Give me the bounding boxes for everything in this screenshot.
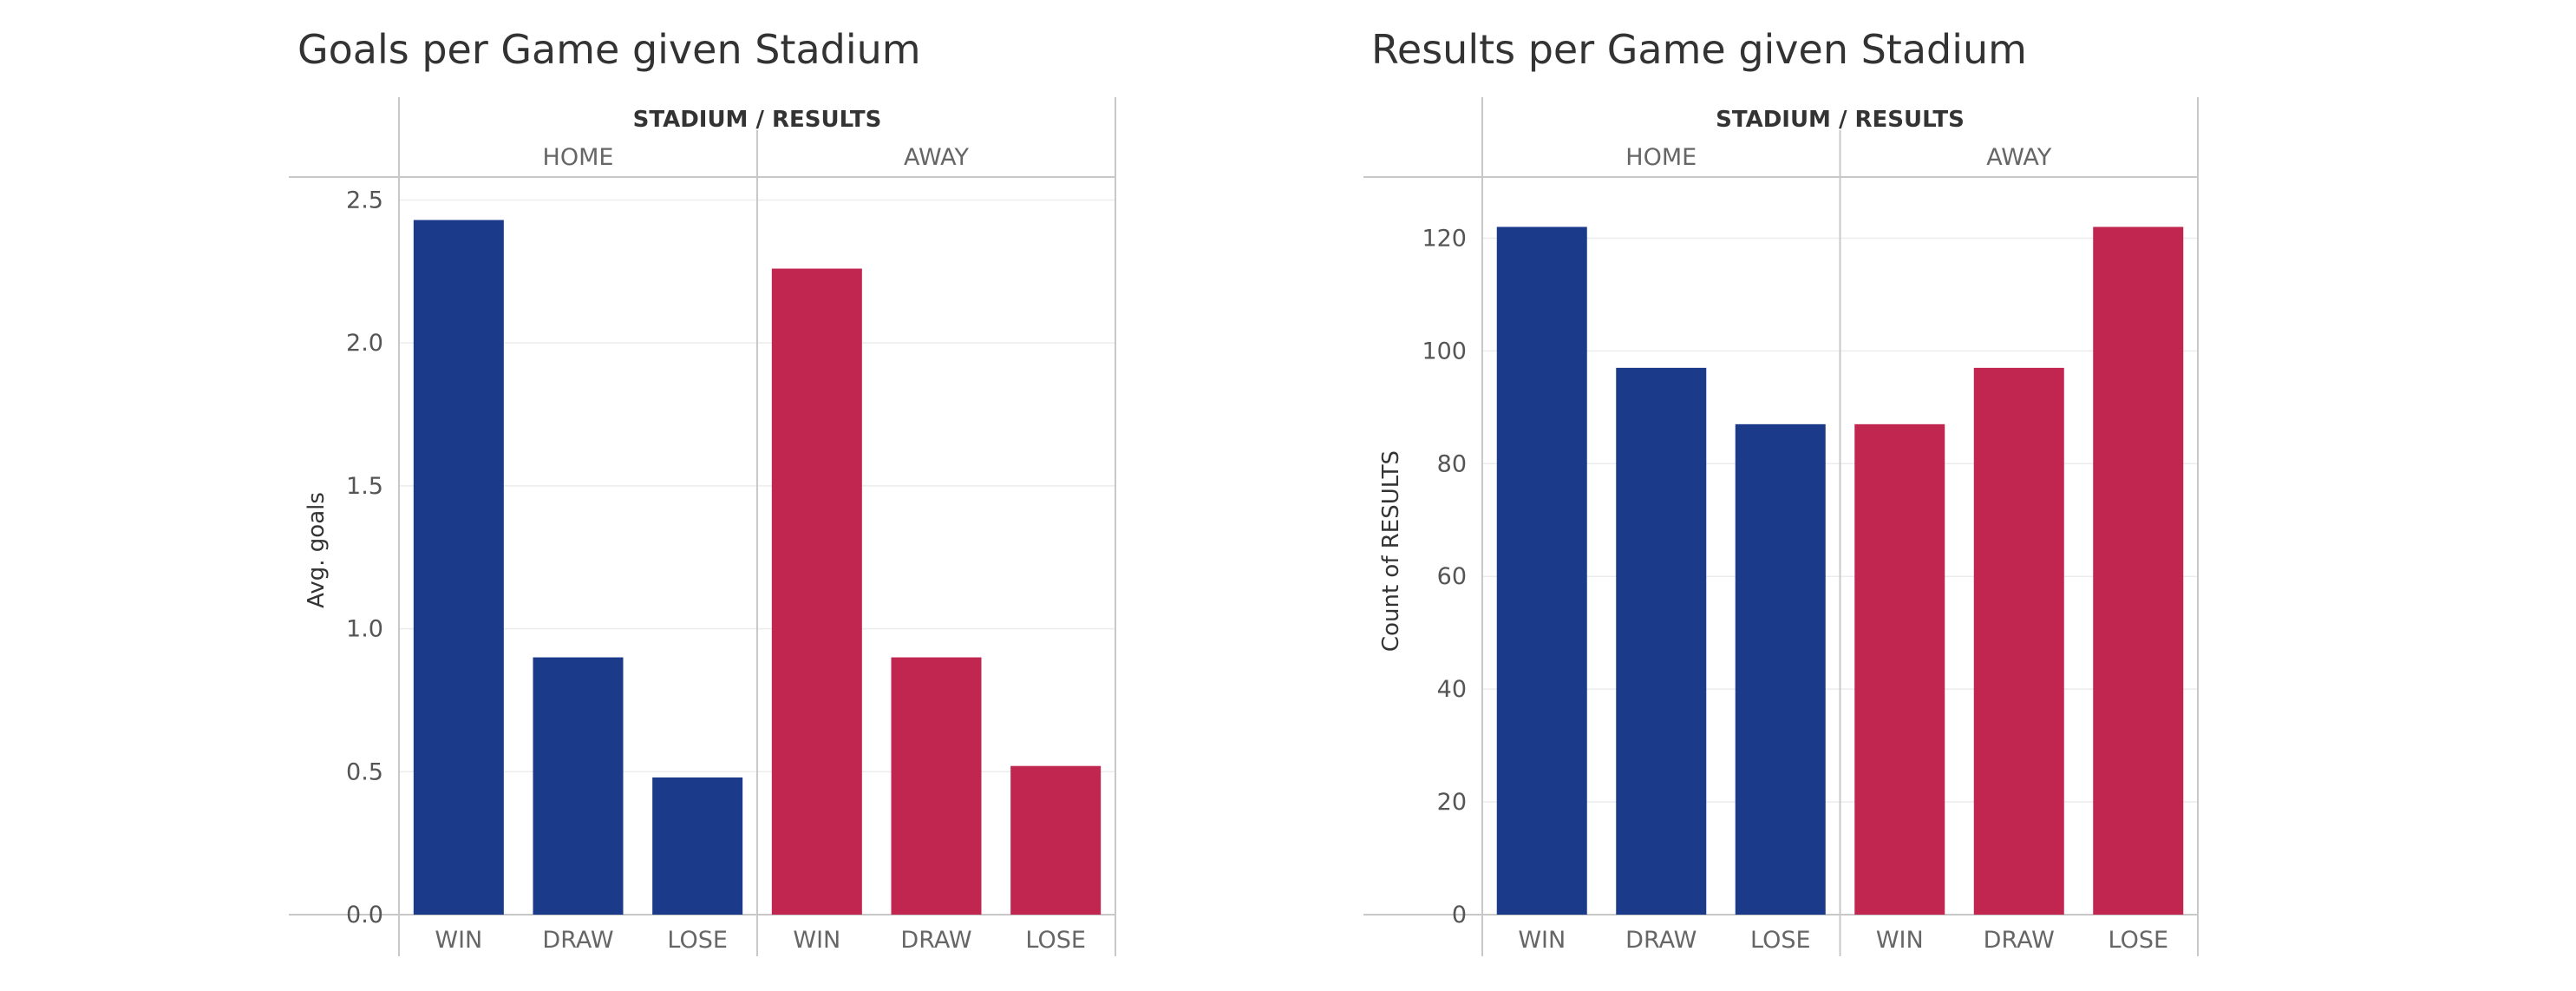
chart-title: Goals per Game given Stadium <box>297 26 921 73</box>
group-label-home: HOME <box>1625 144 1697 171</box>
group-label-home: HOME <box>543 144 614 171</box>
x-tick-label: WIN <box>793 927 840 954</box>
y-tick-label: 1.5 <box>346 473 383 500</box>
column-header: STADIUM / RESULTS <box>633 107 882 133</box>
x-tick-label: WIN <box>435 927 482 954</box>
x-tick-label: WIN <box>1876 927 1924 954</box>
bar-away-lose <box>1010 765 1102 915</box>
y-tick-label: 100 <box>1422 338 1467 364</box>
y-tick-label: 60 <box>1437 563 1467 590</box>
y-tick-label: 0 <box>1452 902 1467 929</box>
results-chart: Results per Game given Stadium STADIUM /… <box>1288 0 2576 991</box>
y-tick-label: 80 <box>1437 450 1467 477</box>
goals-chart-svg: STADIUM / RESULTS HOME WIN DRAW LOSE AWAY WIN D… <box>289 97 1116 956</box>
y-tick-label: 40 <box>1437 676 1467 703</box>
y-tick-label: 2.0 <box>346 330 383 357</box>
bar-away-draw <box>1973 367 2064 915</box>
goals-chart: Goals per Game given Stadium STADIUM / R… <box>289 26 1116 956</box>
x-tick-label: DRAW <box>1625 927 1697 954</box>
column-header: STADIUM / RESULTS <box>1716 107 1965 133</box>
y-axis-label: Count of RESULTS <box>1378 450 1404 652</box>
bar-away-win <box>1854 423 1945 915</box>
y-axis-label: Avg. goals <box>304 492 330 608</box>
bar-home-win <box>413 220 504 915</box>
x-tick-label: DRAW <box>542 927 613 954</box>
bar-away-win <box>771 268 862 915</box>
x-tick-label: LOSE <box>667 927 728 954</box>
chart-title: Results per Game given Stadium <box>1371 26 2027 73</box>
y-tick-label: 20 <box>1437 789 1467 816</box>
bar-home-draw <box>533 657 624 915</box>
y-tick-label: 1.0 <box>346 616 383 643</box>
x-tick-label: LOSE <box>1750 927 1811 954</box>
bar-home-draw <box>1616 367 1707 915</box>
y-tick-label: 0.5 <box>346 758 383 785</box>
bar-home-lose <box>1735 423 1826 915</box>
bar-away-lose <box>2093 226 2184 915</box>
x-tick-label: WIN <box>1518 927 1566 954</box>
x-tick-label: DRAW <box>900 927 971 954</box>
group-label-away: AWAY <box>904 144 970 171</box>
y-tick-label: 2.5 <box>346 187 383 213</box>
bar-home-win <box>1496 226 1587 915</box>
y-tick-label: 120 <box>1422 225 1467 252</box>
x-tick-label: LOSE <box>2108 927 2168 954</box>
x-tick-label: DRAW <box>1984 927 2055 954</box>
bar-away-draw <box>891 657 982 915</box>
bar-home-lose <box>652 777 743 915</box>
x-tick-label: LOSE <box>1025 927 1086 954</box>
results-chart-svg: STADIUM / RESULTS HOME WIN DRAW LOSE AWAY WIN D… <box>1363 97 2199 956</box>
y-tick-label: 0.0 <box>346 902 383 929</box>
group-label-away: AWAY <box>1986 144 2052 171</box>
